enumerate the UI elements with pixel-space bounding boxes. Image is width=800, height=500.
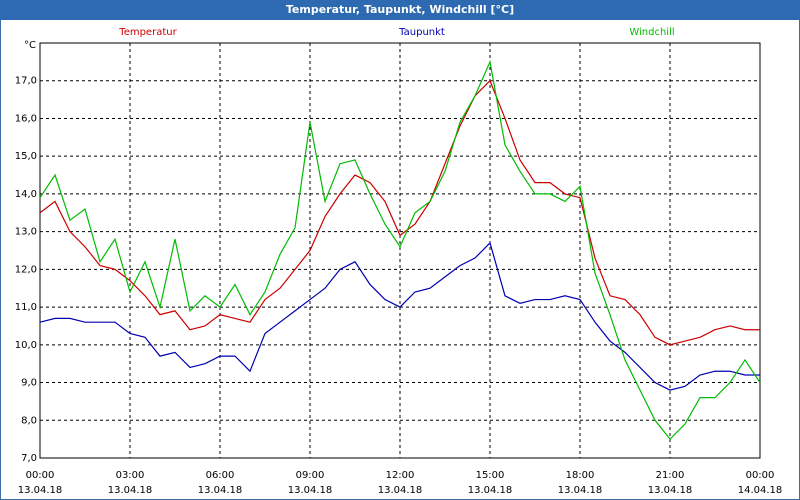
y-tick-label: 11,0 xyxy=(15,302,37,313)
x-tick-date: 13.04.18 xyxy=(18,485,63,496)
x-tick-date: 13.04.18 xyxy=(648,485,693,496)
series-line xyxy=(39,59,761,441)
legend-label: Temperatur xyxy=(118,27,177,38)
y-tick-label: 16,0 xyxy=(15,113,37,124)
legend-label: Taupunkt xyxy=(398,27,445,38)
y-unit: °C xyxy=(24,40,36,51)
title-bar xyxy=(0,0,800,20)
x-tick-date: 13.04.18 xyxy=(468,485,513,496)
x-tick-date: 13.04.18 xyxy=(288,485,333,496)
x-tick-date: 13.04.18 xyxy=(198,485,243,496)
legend-label: Windchill xyxy=(629,27,674,38)
x-tick-date: 13.04.18 xyxy=(558,485,603,496)
x-tick-date: 13.04.18 xyxy=(108,485,153,496)
x-tick-label: 18:00 xyxy=(566,470,595,481)
y-tick-label: 14,0 xyxy=(15,189,37,200)
y-tick-label: 10,0 xyxy=(15,340,37,351)
x-tick-label: 21:00 xyxy=(656,470,685,481)
y-tick-label: 15,0 xyxy=(15,151,37,162)
y-tick-label: 13,0 xyxy=(15,227,37,238)
series-line xyxy=(39,79,760,346)
x-tick-label: 00:00 xyxy=(26,470,55,481)
y-tick-label: 7,0 xyxy=(21,453,37,464)
x-tick-label: 06:00 xyxy=(206,470,235,481)
x-tick-date: 14.04.18 xyxy=(738,485,783,496)
y-tick-label: 8,0 xyxy=(21,415,37,426)
x-tick-label: 03:00 xyxy=(116,470,145,481)
y-tick-label: 17,0 xyxy=(15,76,37,87)
chart-title: Temperatur, Taupunkt, Windchill [°C] xyxy=(286,3,514,16)
series-line xyxy=(39,241,760,391)
x-tick-label: 09:00 xyxy=(296,470,325,481)
x-tick-label: 00:00 xyxy=(746,470,775,481)
x-tick-label: 15:00 xyxy=(476,470,505,481)
y-tick-label: 12,0 xyxy=(15,264,37,275)
x-tick-label: 12:00 xyxy=(386,470,415,481)
x-tick-date: 13.04.18 xyxy=(378,485,423,496)
y-tick-label: 9,0 xyxy=(21,378,37,389)
